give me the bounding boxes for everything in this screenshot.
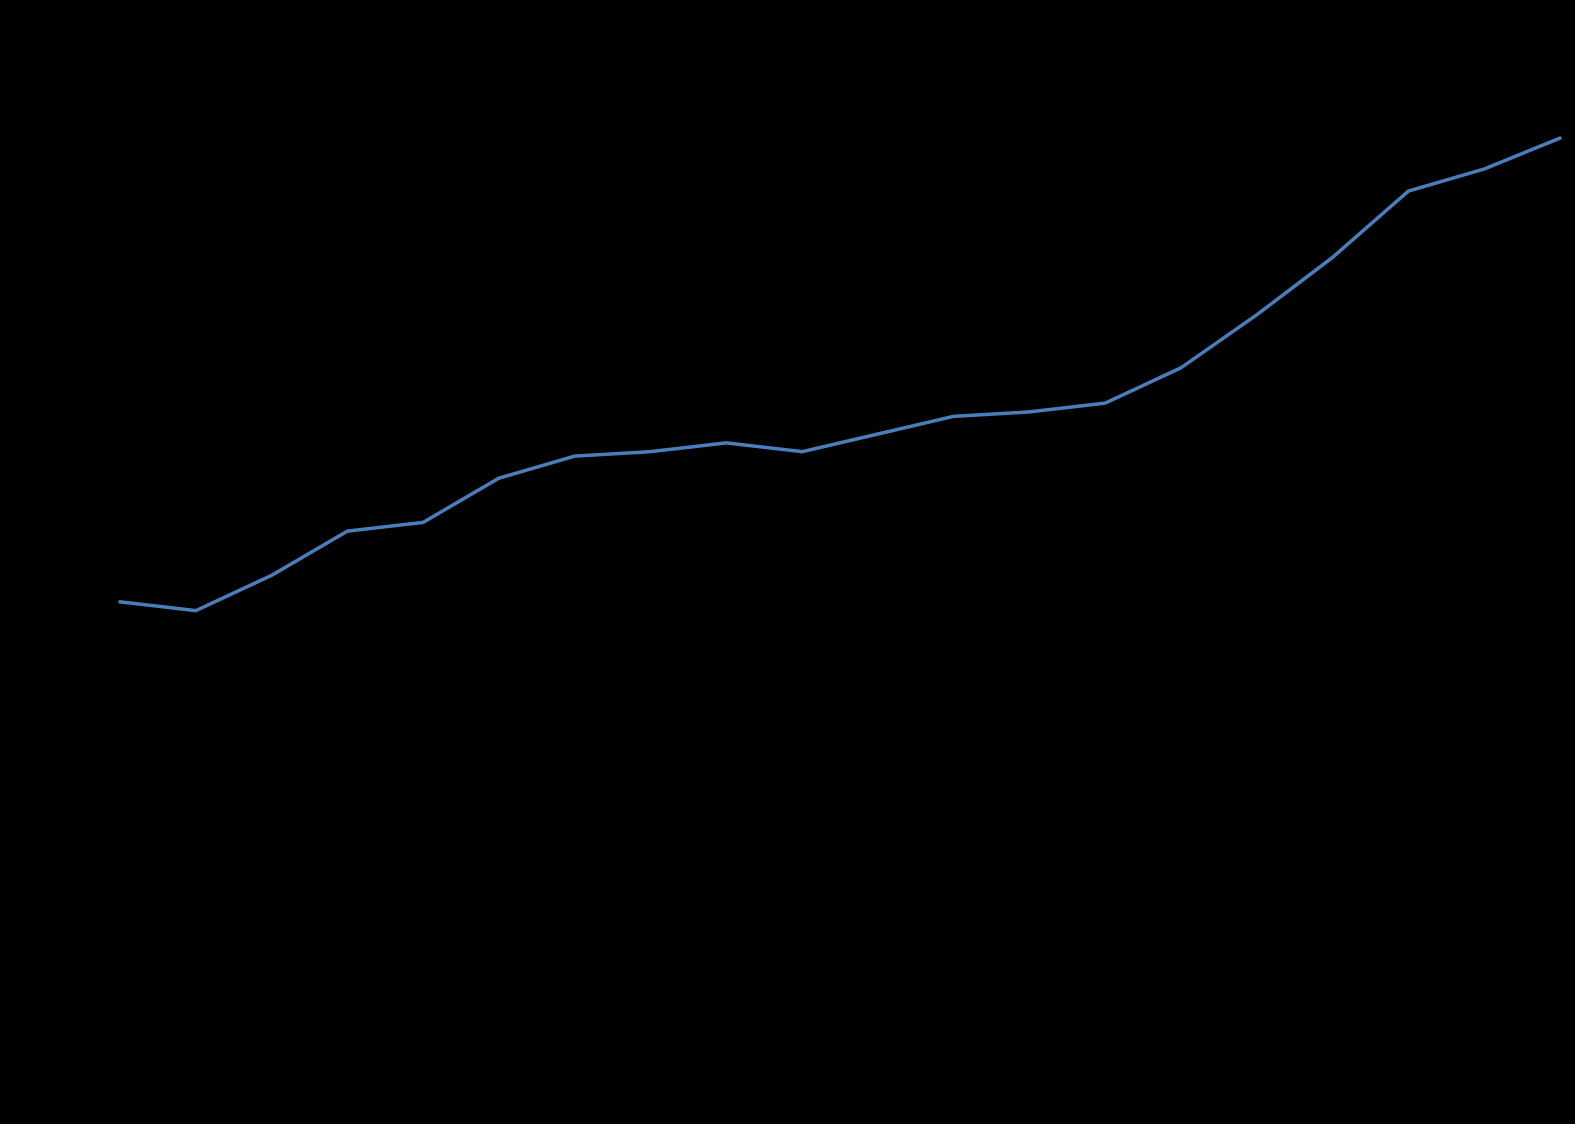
chart-svg <box>0 0 1575 1124</box>
line-chart <box>0 0 1575 1124</box>
